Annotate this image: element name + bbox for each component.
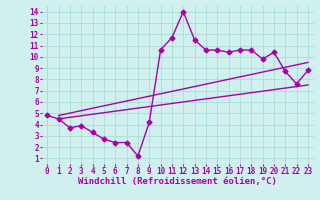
- X-axis label: Windchill (Refroidissement éolien,°C): Windchill (Refroidissement éolien,°C): [78, 177, 277, 186]
